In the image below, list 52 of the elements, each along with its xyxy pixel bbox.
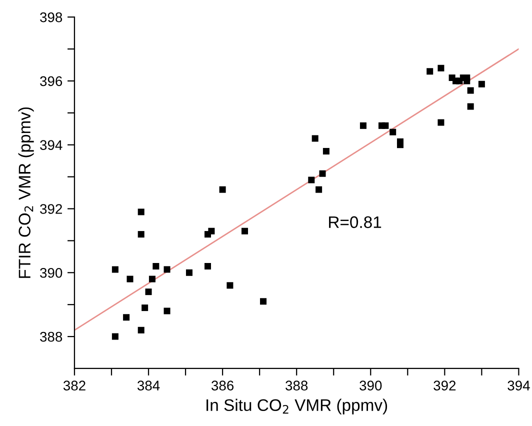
x-tick-label: 388 <box>286 380 308 390</box>
point <box>464 78 470 84</box>
point <box>208 228 215 234</box>
point <box>467 103 474 110</box>
point <box>204 262 212 270</box>
point <box>382 122 389 129</box>
y-tick-label: 388 <box>40 332 62 342</box>
point <box>396 142 404 148</box>
point <box>360 122 366 129</box>
x-tick-label: 392 <box>434 380 456 390</box>
point <box>312 135 318 142</box>
x-axis-title: In Situ CO$_{2}$ VMR (ppmv) <box>206 398 388 414</box>
point <box>186 269 192 276</box>
point <box>426 68 434 75</box>
point <box>308 176 315 184</box>
point <box>148 276 156 282</box>
point <box>123 314 130 321</box>
point <box>226 282 234 289</box>
y-tick-label: 396 <box>40 76 62 86</box>
point <box>390 128 396 136</box>
point <box>152 262 160 270</box>
point <box>467 87 474 94</box>
x-tick-label: 390 <box>360 380 382 390</box>
point <box>112 266 118 273</box>
point <box>316 186 322 193</box>
point <box>145 288 152 296</box>
x-tick-label: 382 <box>63 380 86 390</box>
point <box>138 231 144 238</box>
point <box>438 119 444 126</box>
point <box>322 148 330 154</box>
point <box>142 304 148 312</box>
x-tick-label: 386 <box>212 380 234 390</box>
point <box>112 333 118 340</box>
y-tick-label: 392 <box>40 204 62 214</box>
point <box>319 170 326 177</box>
annotation: R=0.81 <box>329 216 382 228</box>
point <box>164 266 170 273</box>
point <box>126 276 134 282</box>
point <box>438 64 444 72</box>
point <box>164 308 170 314</box>
y-axis-title: FTIR CO$_{2}$ VMR (ppmv) <box>18 107 34 278</box>
y-tick-label: 390 <box>40 268 62 278</box>
y-tick-label: 398 <box>40 12 62 22</box>
point <box>242 228 248 234</box>
point <box>138 208 144 216</box>
point <box>478 80 485 88</box>
point <box>138 326 144 334</box>
y-tick-label: 394 <box>40 140 62 150</box>
x-tick-label: 394 <box>508 380 530 390</box>
x-tick-label: 384 <box>137 380 160 390</box>
point <box>260 298 267 305</box>
point <box>219 186 226 193</box>
